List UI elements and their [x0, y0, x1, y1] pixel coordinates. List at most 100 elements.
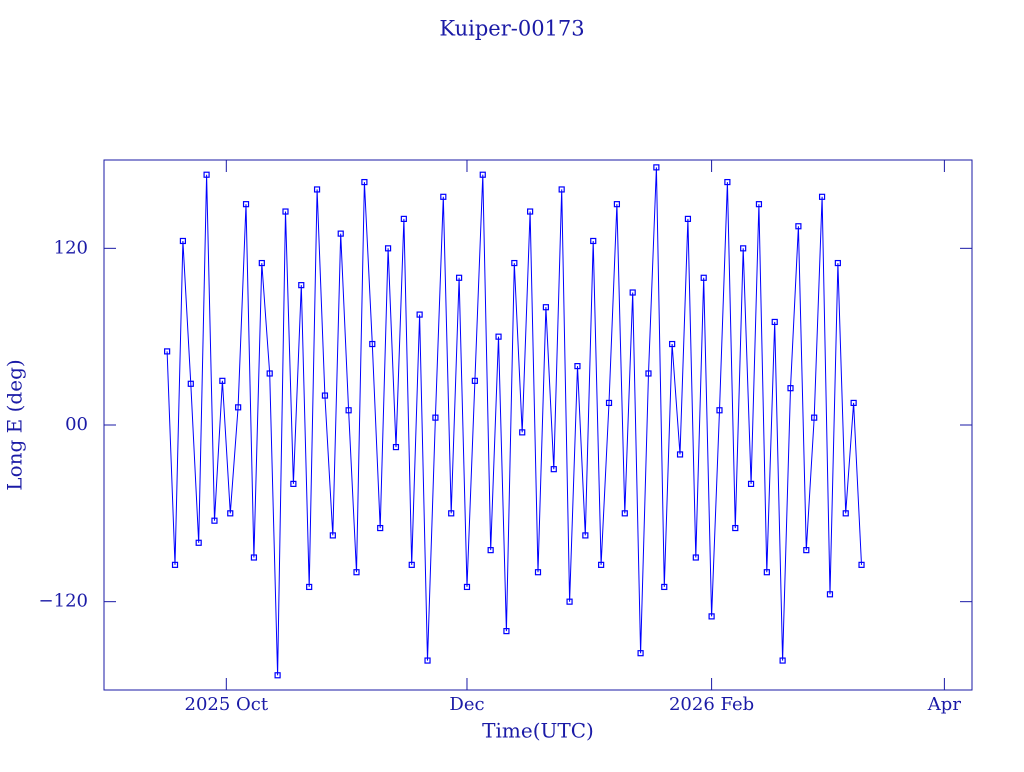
point: [321, 392, 329, 399]
chart-title: Kuiper-00173: [439, 17, 584, 41]
point: [471, 377, 478, 384]
point: [424, 657, 431, 664]
point: [755, 201, 763, 208]
y-tick-label: 00: [65, 414, 88, 435]
point: [661, 583, 668, 591]
point: [724, 178, 731, 186]
point: [345, 407, 352, 414]
point: [487, 547, 494, 554]
point: [313, 186, 321, 193]
point: [227, 510, 234, 517]
point: [550, 466, 557, 473]
point: [266, 370, 273, 377]
point: [171, 561, 179, 568]
point: [329, 532, 336, 539]
point: [629, 289, 636, 296]
point: [495, 333, 502, 340]
point: [850, 399, 857, 407]
point: [250, 554, 258, 561]
y-tick-label: −120: [39, 591, 88, 612]
point: [747, 480, 755, 487]
point: [779, 657, 786, 664]
point: [527, 208, 534, 215]
point: [676, 451, 684, 458]
point: [826, 591, 834, 598]
point: [566, 598, 573, 605]
point: [858, 561, 865, 568]
point: [645, 370, 652, 377]
point: [274, 672, 281, 679]
point: [282, 208, 289, 215]
point: [803, 547, 810, 554]
point: [440, 193, 447, 200]
point: [621, 510, 628, 517]
point: [306, 583, 313, 591]
point: [432, 414, 439, 421]
point: [716, 407, 723, 414]
point: [179, 237, 187, 245]
point: [732, 524, 739, 532]
point: [337, 230, 344, 237]
point: [669, 340, 676, 348]
point: [834, 259, 841, 267]
point: [242, 201, 250, 208]
point: [598, 561, 605, 568]
x-axis-label: Time(UTC): [482, 719, 594, 743]
point: [384, 245, 392, 252]
x-tick-label: 2026 Feb: [669, 694, 754, 715]
point: [684, 215, 692, 222]
y-tick-label: 120: [54, 237, 88, 258]
point: [795, 223, 802, 230]
point: [369, 340, 376, 348]
point: [613, 201, 621, 208]
x-tick-label: 2025 Oct: [185, 694, 269, 715]
point: [463, 583, 471, 591]
point: [811, 414, 818, 421]
point: [590, 237, 597, 245]
point: [740, 245, 747, 252]
point: [519, 429, 526, 436]
point: [534, 569, 542, 576]
x-tick-label: Dec: [449, 694, 484, 715]
point: [298, 282, 305, 289]
point: [818, 193, 826, 200]
point: [558, 186, 565, 193]
point: [542, 304, 549, 311]
point: [637, 650, 644, 657]
point: [400, 215, 407, 222]
point: [771, 318, 778, 326]
point: [582, 532, 589, 539]
point: [195, 539, 202, 546]
point: [203, 171, 210, 178]
point: [164, 348, 171, 355]
x-tick-label: Apr: [927, 694, 962, 715]
point: [258, 259, 265, 267]
point: [187, 380, 194, 387]
point: [408, 561, 415, 568]
point: [605, 399, 613, 407]
point: [574, 363, 581, 370]
point: [787, 385, 794, 392]
point: [416, 311, 423, 318]
point: [503, 628, 510, 635]
y-axis-label: Long E (deg): [3, 359, 27, 490]
point: [653, 164, 660, 171]
point: [763, 569, 770, 576]
point: [479, 171, 486, 178]
point: [708, 613, 715, 620]
point: [842, 510, 849, 517]
point: [392, 443, 400, 451]
point: [290, 480, 297, 487]
point: [692, 554, 699, 561]
point: [511, 259, 518, 267]
point: [377, 524, 384, 532]
point: [361, 178, 368, 186]
series-line: [166, 167, 862, 676]
point: [448, 510, 455, 517]
point: [353, 569, 360, 576]
point: [211, 517, 218, 524]
point: [700, 274, 707, 281]
point: [219, 377, 226, 384]
point: [235, 404, 242, 411]
